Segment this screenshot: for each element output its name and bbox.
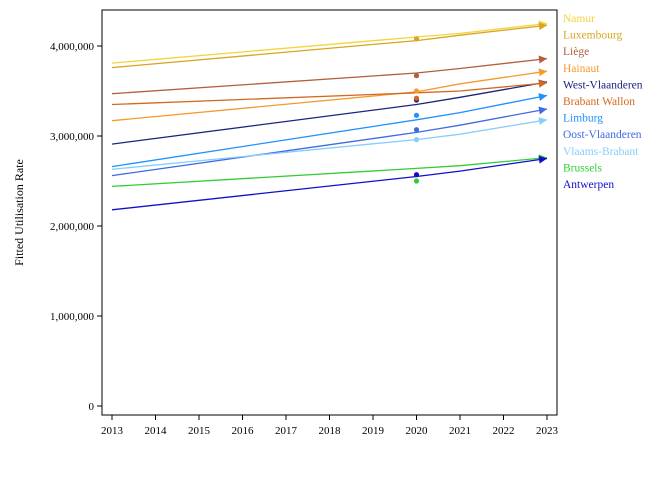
x-tick-label: 2020 xyxy=(406,425,429,437)
y-tick-label: 4,000,000 xyxy=(50,41,95,53)
series-line-brussels xyxy=(111,156,548,188)
x-tick-label: 2021 xyxy=(449,425,471,437)
x-tick-label: 2014 xyxy=(145,425,168,437)
legend-label: Brussels xyxy=(563,162,603,174)
x-tick-label: 2023 xyxy=(536,425,559,437)
observed-point xyxy=(413,73,420,79)
observed-point xyxy=(413,36,420,42)
observed-point xyxy=(413,172,420,178)
series-line-luxembourg xyxy=(111,24,548,69)
series-line-vlaams-brabant xyxy=(111,119,548,170)
x-tick-label: 2019 xyxy=(362,425,385,437)
y-tick-label: 1,000,000 xyxy=(50,311,95,323)
series-line-west-vlaanderen xyxy=(111,81,548,145)
series-arrowhead xyxy=(538,106,547,115)
series-arrowhead xyxy=(538,79,547,88)
series-arrowhead xyxy=(538,93,547,101)
series-arrowhead xyxy=(538,55,547,64)
legend-label: Luxembourg xyxy=(563,30,622,42)
x-tick-label: 2017 xyxy=(275,425,298,437)
legend-label: Limburg xyxy=(563,113,603,125)
series-arrowhead xyxy=(538,155,547,164)
legend-label: Hainaut xyxy=(563,63,600,75)
x-tick-label: 2013 xyxy=(101,425,124,437)
series-line-antwerpen xyxy=(111,157,548,211)
series-arrowhead xyxy=(538,22,547,31)
y-tick-label: 0 xyxy=(89,401,95,413)
series-lines xyxy=(111,20,548,211)
observed-point xyxy=(413,112,420,118)
observed-point xyxy=(413,127,420,133)
legend-label: Vlaams-Brabant xyxy=(563,146,639,158)
legend-label: Antwerpen xyxy=(563,179,614,191)
series-line-brabant-wallon xyxy=(111,82,548,106)
series-line-namur xyxy=(111,22,548,64)
legend-label: West-Vlaanderen xyxy=(563,79,643,91)
series-arrowhead xyxy=(538,68,547,77)
x-tick-label: 2015 xyxy=(188,425,211,437)
series-line-oost-vlaanderen xyxy=(111,108,548,177)
series-line-hainaut xyxy=(111,70,548,122)
series-line-limburg xyxy=(111,94,548,168)
x-tick-label: 2016 xyxy=(232,425,255,437)
legend-label: Brabant Wallon xyxy=(563,96,635,108)
legend-label: Oost-Vlaanderen xyxy=(563,129,642,141)
series-arrowhead xyxy=(538,117,547,126)
y-tick-label: 2,000,000 xyxy=(50,221,95,233)
observed-points xyxy=(413,36,420,184)
plot-frame xyxy=(101,9,558,416)
series-line-li-ge xyxy=(111,57,548,95)
legend: Namur Luxembourg Liège Hainaut West-Vlaander… xyxy=(563,13,643,191)
x-axis-ticks: 2013 2014 2015 2016 2017 2018 2019 2020 2021 2022… xyxy=(101,415,559,437)
observed-point xyxy=(413,95,420,101)
observed-point xyxy=(413,88,420,94)
legend-label: Namur xyxy=(563,13,595,25)
legend-label: Liège xyxy=(563,46,589,58)
observed-point xyxy=(413,178,420,184)
x-tick-label: 2018 xyxy=(319,425,342,437)
y-tick-label: 3,000,000 xyxy=(50,131,95,143)
y-axis-title: Fitted Utilisation Rate xyxy=(12,159,26,266)
y-axis-ticks: 0 1,000,000 2,000,000 3,000,000 4,000,000 xyxy=(50,41,102,413)
observed-point xyxy=(413,137,420,143)
x-tick-label: 2022 xyxy=(493,425,515,437)
